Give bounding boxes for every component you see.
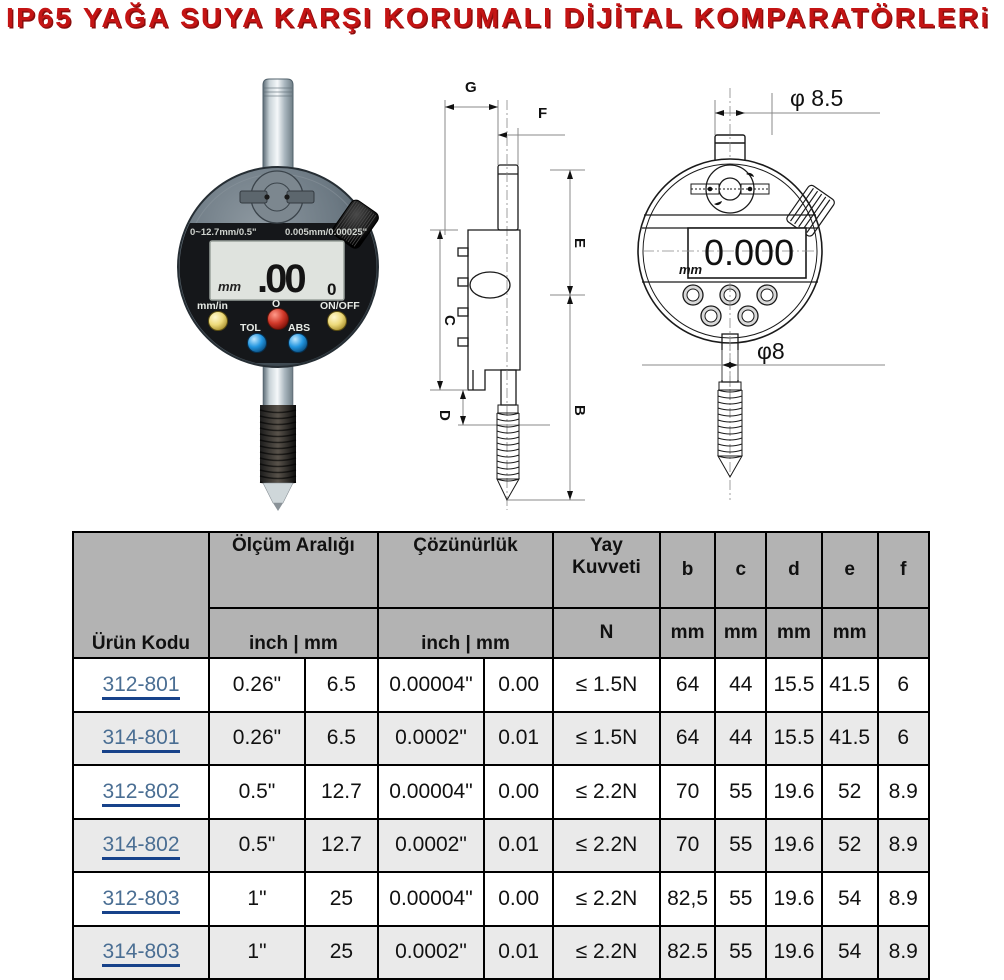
- svg-text:φ8: φ8: [757, 338, 785, 364]
- svg-text:φ 8.5: φ 8.5: [790, 85, 843, 111]
- svg-text:mm: mm: [679, 262, 703, 277]
- svg-text:0.000: 0.000: [704, 232, 794, 273]
